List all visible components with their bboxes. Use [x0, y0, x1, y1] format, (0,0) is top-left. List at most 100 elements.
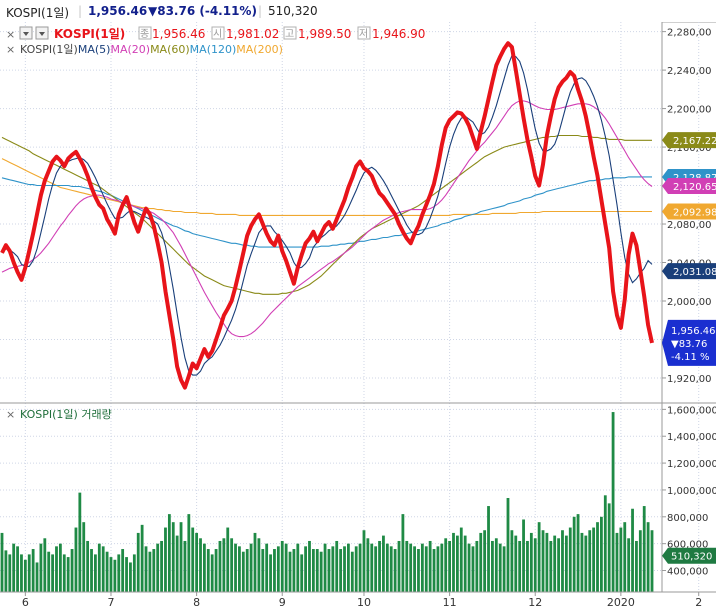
- x-tick-label: 11: [443, 596, 457, 608]
- volume-bar: [144, 546, 148, 592]
- volume-bar: [35, 562, 39, 592]
- volume-tick-label: 400,000: [667, 567, 708, 578]
- volume-bar: [378, 540, 381, 592]
- volume-bar: [23, 559, 27, 592]
- value-tag-label: 2,092.98: [673, 208, 716, 219]
- volume-bar: [483, 530, 487, 592]
- ma120-label: MA(120): [190, 43, 237, 56]
- y-tick-label: 2,280,00: [667, 28, 712, 39]
- ma-legend-text: KOSPI(1일)MA(5)MA(20)MA(60)MA(120)MA(200): [20, 42, 283, 56]
- volume-bar: [448, 540, 452, 592]
- volume-bar: [335, 540, 339, 592]
- volume-bar: [417, 549, 420, 592]
- volume-bar: [238, 546, 241, 592]
- volume-bar: [549, 540, 553, 592]
- volume-bar: [195, 532, 199, 592]
- volume-bar: [179, 522, 183, 592]
- volume-tick-label: 1,200,000: [667, 459, 716, 470]
- volume-bar: [315, 549, 319, 592]
- value-tag-label: 2,031.08: [673, 267, 716, 278]
- volume-bar: [140, 524, 144, 592]
- value-tag-shape: [662, 178, 716, 195]
- x-tick-label: 6: [22, 596, 29, 608]
- volume-bar: [191, 527, 195, 592]
- high-label: 고: [285, 29, 294, 40]
- volume-value-tag: 510,320: [662, 547, 716, 564]
- high-label-box: [283, 26, 297, 40]
- volume-bar: [31, 549, 35, 592]
- volume-bar: [327, 549, 331, 592]
- low-label-box: [357, 26, 371, 40]
- legend-close-checkbox[interactable]: ×: [6, 28, 15, 41]
- volume-bar: [292, 549, 296, 592]
- volume-bar: [432, 549, 436, 592]
- volume-bar: [615, 532, 619, 592]
- volume-bar: [385, 543, 389, 592]
- volume-bar: [160, 540, 163, 592]
- chart-canvas: 2,280,002,240,002,200,002,160,002,120,00…: [0, 22, 716, 608]
- volume-bar: [222, 538, 226, 592]
- volume-bar: [545, 532, 549, 592]
- volume-tick-label: 1,400,000: [667, 432, 716, 443]
- volume-bar: [467, 543, 471, 592]
- volume-bar: [409, 543, 413, 592]
- volume-bar: [12, 543, 16, 592]
- volume-bar: [43, 538, 47, 592]
- volume-y-axis: 1,600,000 1,400,000 1,200,000 1,000,000 800,…: [662, 405, 716, 578]
- last-price: 1,956.46: [88, 4, 148, 18]
- volume-legend-label: KOSPI(1일) 거래량: [20, 407, 112, 421]
- volume-bar: [339, 549, 343, 592]
- value-tag: 2,092.98: [662, 203, 716, 220]
- volume-bar: [444, 538, 448, 592]
- ma200-label: MA(200): [236, 43, 283, 56]
- volume-value-label: 510,320: [671, 552, 712, 563]
- volume-bar: [623, 522, 627, 592]
- x-tick-label: 9: [279, 596, 286, 608]
- symbol-title: KOSPI(1일): [6, 6, 70, 20]
- volume-bar: [529, 532, 533, 592]
- legend-close-checkbox[interactable]: ×: [6, 408, 15, 421]
- volume-bar: [506, 498, 510, 592]
- volume-bar: [370, 543, 374, 592]
- ma-legend-base: KOSPI(1일): [20, 42, 78, 56]
- volume-bar: [121, 549, 125, 592]
- x-tick-label: 10: [357, 596, 371, 608]
- volume-bar: [537, 522, 541, 592]
- legend-series-name: KOSPI(1일): [54, 27, 125, 41]
- volume-bar: [129, 562, 132, 592]
- ma200-line: [1, 158, 652, 216]
- price-tags: 2,167.222,128.872,120.652,092.982,031.08…: [662, 132, 716, 564]
- volume-bar: [397, 540, 401, 592]
- legend-close-checkbox[interactable]: ×: [6, 43, 15, 56]
- volume-bar: [564, 535, 568, 592]
- price-line: [0, 41, 654, 390]
- volume-bar: [74, 527, 78, 592]
- volume-bar: [354, 546, 358, 592]
- volume-bar: [245, 549, 249, 592]
- y-tick-label: 2,240,00: [667, 66, 712, 77]
- volume-bar: [117, 554, 121, 592]
- volume-bar: [47, 551, 51, 592]
- volume-tick-label: 1,600,000: [667, 405, 716, 416]
- summary-bar: KOSPI(1일) | 1,956.46 ▼83.76 (-4.11%) | 5…: [0, 0, 716, 23]
- volume-bar: [257, 538, 261, 592]
- volume-bar: [175, 535, 179, 592]
- volume-bar: [627, 538, 631, 592]
- dropdown-arrow-icon: [23, 32, 29, 36]
- volume-bar: [148, 551, 152, 592]
- price-line-group: [0, 41, 654, 390]
- y-tick-label: 2,080,00: [667, 220, 712, 231]
- volume-bar: [428, 540, 432, 592]
- volume-bar: [389, 546, 393, 592]
- volume-bar: [436, 546, 440, 592]
- y-tick-label: 2,000,00: [667, 297, 712, 308]
- volume-bar: [526, 540, 529, 592]
- current-price-tag: 1,956.46 ▼83.76 -4.11 %: [662, 319, 716, 366]
- ma60-label: MA(60): [150, 43, 190, 56]
- volume-bar: [164, 527, 167, 592]
- volume-bar: [82, 522, 86, 592]
- volume-bar: [210, 554, 214, 592]
- volume-bar: [557, 538, 560, 592]
- volume-bar: [642, 506, 646, 592]
- volume-bar: [440, 543, 444, 592]
